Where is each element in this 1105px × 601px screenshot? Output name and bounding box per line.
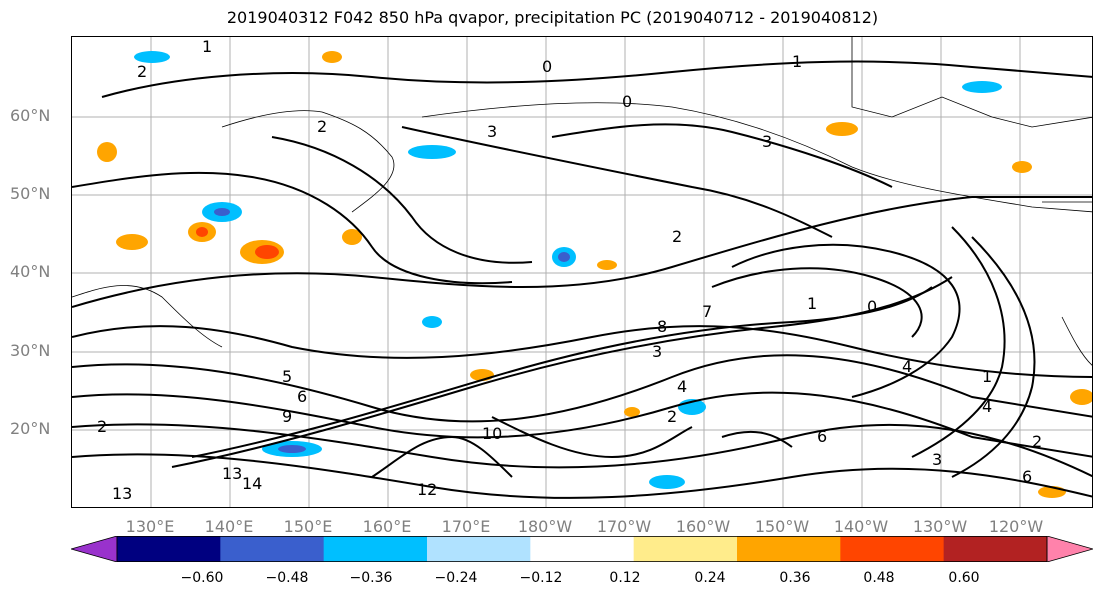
contour-label: 2 [667,407,677,426]
contour-label: 3 [762,132,772,151]
colorbar-tick-label: −0.12 [519,570,563,586]
contour-label: 4 [677,377,687,396]
colorbar-tick-label: 0.48 [863,570,895,586]
lon-label: 120°W [988,517,1044,536]
contour-label: 13 [222,464,242,483]
map-panel: 1 2 0 1 3 0 3 2 2 1 0 8 7 6 5 3 4 2 6 9 … [71,36,1093,508]
contour-label: 3 [652,342,662,361]
contour-label: 1 [792,52,802,71]
contour-label: 13 [112,484,132,503]
colorbar-segment [943,536,1048,562]
lon-label: 130°E [125,517,175,536]
contour-label: 12 [417,480,437,499]
contour-label: 6 [817,427,827,446]
colorbar-tick-label: −0.60 [180,570,224,586]
contour-label: 3 [487,122,497,141]
graticule [72,37,1092,507]
colorbar-extend-high [1046,536,1093,562]
lon-label: 170°E [441,517,491,536]
contour-label: 1 [807,294,817,313]
lat-label: 50°N [10,184,51,203]
contour-label: 2 [317,117,327,136]
colorbar-tick-label: 0.24 [694,570,726,586]
colorbar-segment [737,536,841,562]
contour-label: 4 [902,357,912,376]
colorbar-tick-label: 0.60 [948,570,980,586]
contour-label: 3 [932,450,942,469]
contour-label: 9 [282,407,292,426]
colorbar-tick-label: −0.36 [349,570,393,586]
contour-label: 8 [657,317,667,336]
lon-label: 130°W [912,517,968,536]
colorbar-segment [840,536,945,562]
lat-label: 40°N [10,262,51,281]
contour-label: 7 [702,302,712,321]
lat-label: 30°N [10,341,51,360]
contour-label-layer: 1 2 0 1 3 0 3 2 2 1 0 8 7 6 5 3 4 2 6 9 … [97,37,1042,503]
colorbar-tick-label: −0.48 [265,570,309,586]
lon-label: 160°E [362,517,412,536]
map-title: 2019040312 F042 850 hPa qvapor, precipit… [226,8,879,27]
coastlines [72,37,1092,366]
lat-label: 20°N [10,419,51,438]
contour-label: 2 [137,62,147,81]
colorbar-tick-label: −0.24 [434,570,478,586]
qvapor-contours [72,60,1092,499]
colorbar-segment [427,536,531,562]
lon-label: 180°W [517,517,573,536]
contour-label: 2 [672,227,682,246]
contour-label: 4 [982,397,992,416]
lon-label: 170°W [596,517,652,536]
colorbar-tick-label: 0.12 [609,570,641,586]
colorbar-extend-low [71,536,118,562]
contour-label: 6 [1022,467,1032,486]
contour-label: 2 [97,417,107,436]
contour-label: 14 [242,474,262,493]
lon-label: 140°W [833,517,889,536]
lon-label: 160°W [675,517,731,536]
map-canvas: 1 2 0 1 3 0 3 2 2 1 0 8 7 6 5 3 4 2 6 9 … [72,37,1092,507]
lon-label: 140°E [204,517,254,536]
contour-label: 2 [1032,432,1042,451]
colorbar-segment [117,536,221,562]
colorbar [71,536,1093,562]
lon-label: 150°E [283,517,333,536]
contour-label: 6 [297,387,307,406]
lon-label: 150°W [754,517,810,536]
contour-label: 0 [622,92,632,111]
colorbar-tick-label: 0.36 [779,570,811,586]
contour-label: 5 [282,367,292,386]
contour-label: 1 [202,37,212,56]
precip-patches [97,51,1092,498]
lat-label: 60°N [10,106,51,125]
colorbar-segment [323,536,428,562]
colorbar-segment [220,536,325,562]
contour-label: 0 [542,57,552,76]
contour-label: 10 [482,424,502,443]
colorbar-segment [633,536,738,562]
colorbar-segment [530,536,635,562]
contour-label: 1 [982,367,992,386]
contour-label: 0 [867,297,877,316]
colorbar-outline [116,536,1048,562]
